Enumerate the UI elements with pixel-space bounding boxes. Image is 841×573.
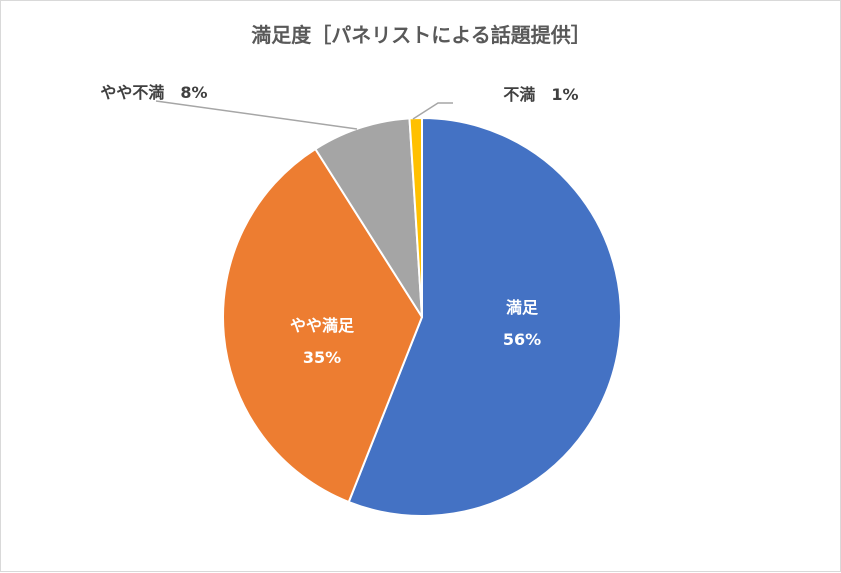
slice-percent-1: 56% <box>503 330 541 349</box>
leader-line-3 <box>155 100 358 130</box>
leader-lines <box>155 100 453 130</box>
pie-slice-1 <box>347 117 622 517</box>
chart-title: 満足度［パネリストによる話題提供］ <box>251 23 590 47</box>
slice-label-2: やや満足 <box>290 316 355 335</box>
slice-label-4: 不満 1% <box>503 85 578 104</box>
pie-slice-3 <box>314 117 423 318</box>
pie-slice-2 <box>222 147 423 504</box>
slice-percent-2: 35% <box>303 348 341 367</box>
slice-label-3: やや不満 8% <box>100 83 207 102</box>
data-labels: 満足 56% やや満足 35% やや不満 8% 不満 1% <box>100 83 578 367</box>
leader-line-4 <box>412 102 453 120</box>
slice-label-1: 満足 <box>506 298 539 317</box>
pie-slices <box>222 116 622 517</box>
